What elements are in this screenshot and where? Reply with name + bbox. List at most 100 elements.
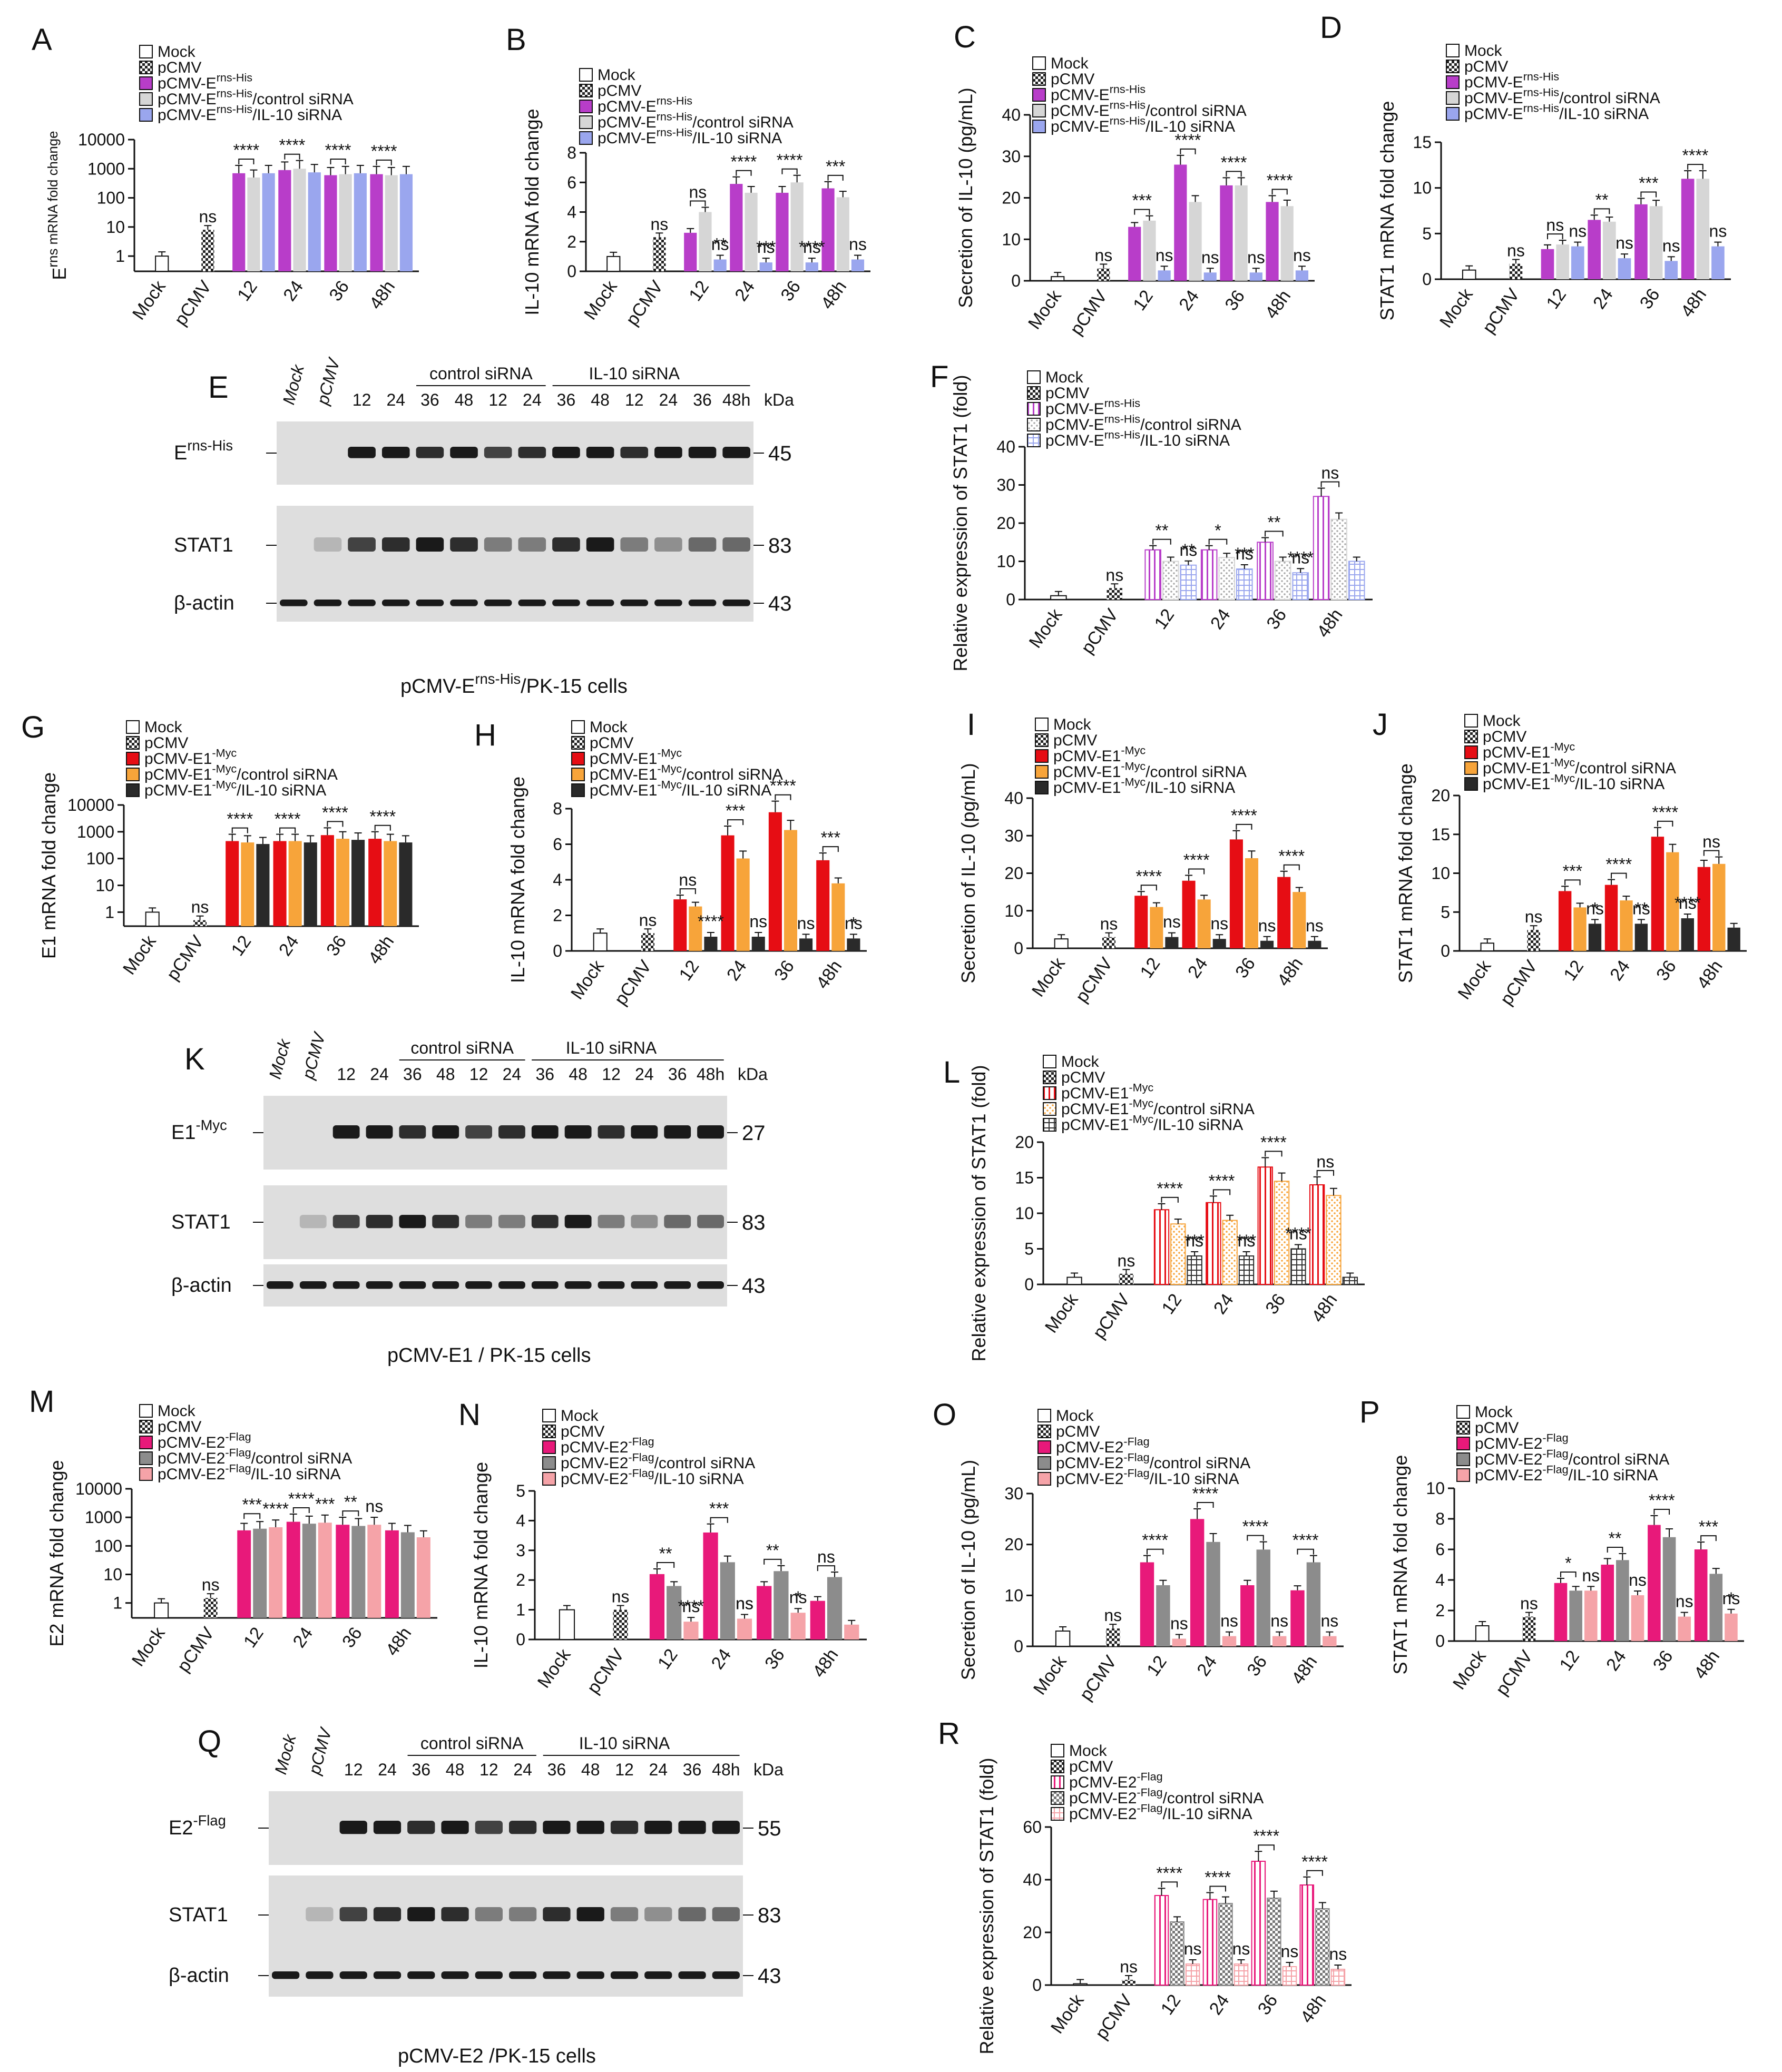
x-tick-label: 12 xyxy=(1158,1290,1186,1318)
bar-24-2 xyxy=(1200,549,1218,600)
legend-swatch xyxy=(1446,44,1460,57)
chart-panel-b: BMockpCMVpCMV-Erns-HispCMV-Erns-His/cont… xyxy=(506,23,870,329)
blot-band xyxy=(373,1907,402,1921)
legend-swatch xyxy=(1043,1118,1056,1132)
bar-36-4 xyxy=(1681,918,1694,951)
blot-band xyxy=(586,600,614,606)
y-tick-label: 20 xyxy=(1004,864,1023,883)
legend-label: pCMV-Erns-His/IL-10 siRNA xyxy=(598,126,782,148)
superscript: -Myc xyxy=(1129,1081,1153,1094)
x-tick-label: pCMV xyxy=(583,1645,628,1697)
bar-12-4 xyxy=(1185,1963,1200,1986)
bar-mock-0 xyxy=(155,256,169,272)
legend-swatch xyxy=(1037,1440,1051,1454)
legend-label: pCMV-E1-Myc xyxy=(1061,1081,1153,1103)
superscript: rns-His xyxy=(217,71,253,84)
bar-36-2 xyxy=(1634,204,1648,279)
x-tick-label: pCMV xyxy=(611,957,655,1009)
bar-24-2 xyxy=(730,184,743,271)
blot-band xyxy=(678,1821,706,1834)
x-tick-label: 36 xyxy=(338,1624,366,1652)
legend-swatch xyxy=(571,720,585,734)
superscript: -Myc xyxy=(1550,756,1575,769)
significance-label: ns xyxy=(1679,893,1697,912)
significance-label: **** xyxy=(227,810,253,829)
bar-12-2 xyxy=(1134,896,1148,948)
legend-label: pCMV xyxy=(598,82,641,100)
significance-label: ns xyxy=(1629,1570,1647,1589)
significance-label: **** xyxy=(1156,1863,1182,1882)
y-axis-label: Secretion of IL-10 (pg/mL) xyxy=(957,763,979,983)
legend-label: pCMV-E2-Flag/control siRNA xyxy=(561,1451,755,1472)
panel-letter: J xyxy=(1373,708,1388,742)
y-tick-label: 30 xyxy=(1002,147,1021,166)
x-tick-label: 12 xyxy=(1157,1991,1185,2019)
legend-label: pCMV-E2-Flag xyxy=(158,1430,251,1452)
x-tick-label: Mock xyxy=(1454,956,1495,1003)
y-tick-label: 0 xyxy=(516,1630,525,1649)
bar-12-4 xyxy=(1180,564,1197,600)
legend-label: pCMV-E1-Myc/IL-10 siRNA xyxy=(1483,772,1664,793)
text-part: pCMV-E2 xyxy=(1056,1470,1123,1488)
y-tick-label: 10 xyxy=(95,876,114,895)
bar-pcmv-1 xyxy=(201,230,214,271)
significance-bracket xyxy=(1197,1502,1214,1508)
legend-swatch xyxy=(1043,1102,1056,1116)
text-part: pCMV-E2 xyxy=(1475,1451,1542,1468)
y-axis-label: IL-10 mRNA fold change xyxy=(507,777,528,983)
blot-band xyxy=(366,1281,393,1289)
text-part: pCMV-E xyxy=(598,114,657,131)
blot-band xyxy=(518,537,546,552)
superscript: -Myc xyxy=(1121,760,1145,773)
y-tick-label: 2 xyxy=(516,1570,525,1589)
panel-letter: R xyxy=(938,1716,960,1751)
superscript: rns-His xyxy=(1110,114,1146,127)
lane-label: 36 xyxy=(535,1065,554,1084)
blot-caption: pCMV-E2 /PK-15 cells xyxy=(398,2045,596,2067)
blot-band xyxy=(432,1125,459,1139)
bar-12-2 xyxy=(226,841,239,926)
text-part: pCMV-E xyxy=(400,675,475,698)
bar-36-4 xyxy=(1664,261,1678,279)
significance-bracket xyxy=(1265,531,1284,537)
y-tick-label: 0 xyxy=(1032,1976,1042,1995)
significance-label: *** xyxy=(726,801,745,820)
significance-bracket xyxy=(1161,1881,1178,1888)
lane-label: 12 xyxy=(337,1065,356,1084)
bar-36-3 xyxy=(784,830,798,951)
blot-band xyxy=(416,600,444,606)
legend-label: pCMV-E2-Flag/control siRNA xyxy=(158,1446,352,1468)
text-part: E xyxy=(48,268,70,280)
x-tick-label: 36 xyxy=(1636,285,1664,313)
significance-bracket xyxy=(710,1517,728,1523)
legend-label: Mock xyxy=(1464,42,1503,60)
legend-label: pCMV-E1-Myc xyxy=(1053,744,1145,765)
bar-48h-2 xyxy=(370,174,383,271)
blot-band xyxy=(509,1971,537,1979)
bar-mock-0 xyxy=(1462,269,1476,280)
blot-band xyxy=(531,1215,559,1229)
significance-label: **** xyxy=(1682,146,1709,165)
kda-value: 55 xyxy=(758,1817,781,1840)
legend-label: pCMV-E1-Myc/control siRNA xyxy=(590,762,783,784)
bar-48h-2 xyxy=(1697,867,1711,951)
superscript: -Myc xyxy=(1121,744,1145,757)
x-tick-label: 36 xyxy=(777,277,805,305)
x-tick-label: 24 xyxy=(1589,285,1617,313)
bar-pcmv-1 xyxy=(653,237,666,271)
legend-label: pCMV xyxy=(158,59,201,76)
blot-band xyxy=(644,1821,672,1834)
bar-12-4 xyxy=(713,259,727,271)
bar-24-3 xyxy=(1197,899,1211,948)
text-part: pCMV-E xyxy=(1051,86,1110,104)
significance-label: *** xyxy=(1563,861,1582,880)
text-part: pCMV-E xyxy=(158,106,217,124)
y-tick-label: 10 xyxy=(1002,230,1021,249)
y-tick-label: 8 xyxy=(567,143,576,162)
legend-swatch xyxy=(1043,1055,1056,1068)
significance-label: ** xyxy=(344,1492,357,1511)
significance-label: ns xyxy=(1582,1566,1600,1585)
bar-48h-3 xyxy=(1306,1562,1321,1646)
legend-label: pCMV-E2-Flag xyxy=(1069,1770,1163,1792)
significance-label: ns xyxy=(1316,1152,1334,1171)
